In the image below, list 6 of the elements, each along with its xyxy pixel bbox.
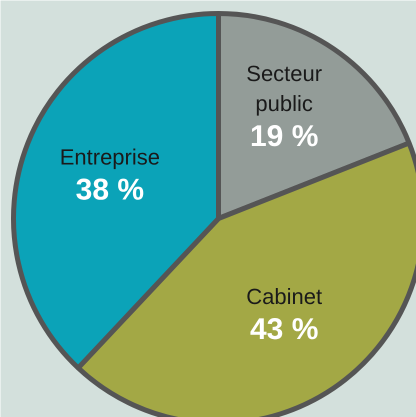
data-label: 43 % xyxy=(250,313,318,346)
slice-label: Cabinet xyxy=(246,284,322,310)
slice-label: Secteur public xyxy=(246,60,322,116)
data-label: 19 % xyxy=(250,120,318,153)
data-label: 38 % xyxy=(76,173,144,206)
slice-label: Entreprise xyxy=(60,144,160,170)
